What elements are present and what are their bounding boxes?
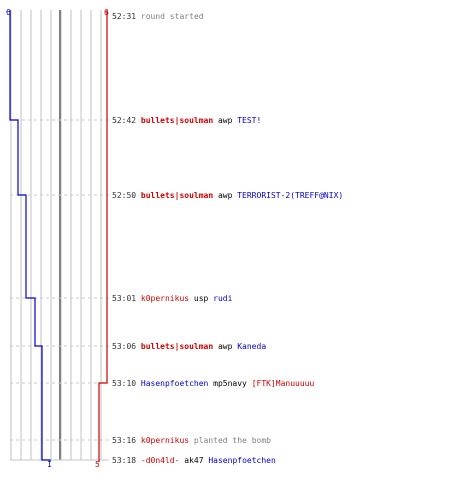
- event-actor: round started: [141, 12, 204, 21]
- event-row: 53:10 Hasenpfoetchen mp5navy [FTK]Manuuu…: [112, 379, 314, 388]
- event-actor: bullets|soulman: [141, 342, 218, 351]
- event-action: awp: [218, 342, 237, 351]
- team-count-lines: [9, 10, 108, 462]
- event-actor: k0pernikus: [141, 294, 194, 303]
- event-row: 53:01 k0pernikus usp rudi: [112, 294, 233, 303]
- event-action: awp: [218, 116, 237, 125]
- event-row: 52:42 bullets|soulman awp TEST!: [112, 116, 261, 125]
- event-time: 53:10: [112, 379, 141, 388]
- event-target: Hasenpfoetchen: [208, 456, 276, 465]
- event-time: 52:50: [112, 191, 141, 200]
- red-team-count-line: [98, 10, 108, 462]
- blue-team-count-line: [9, 10, 51, 462]
- event-row: 52:50 bullets|soulman awp TERRORIST-2(TR…: [112, 191, 343, 200]
- event-dash-lines: [10, 119, 109, 461]
- red-bottom-count-label: 5: [95, 460, 100, 469]
- event-time: 53:18: [112, 456, 141, 465]
- event-target: [FTK]Manuuuuu: [252, 379, 315, 388]
- blue-bottom-count-label: 1: [47, 460, 52, 469]
- event-time: 52:42: [112, 116, 141, 125]
- event-actor: -d0n4ld-: [141, 456, 184, 465]
- event-action: mp5navy: [213, 379, 252, 388]
- event-time: 52:31: [112, 12, 141, 21]
- event-time: 53:06: [112, 342, 141, 351]
- event-actor: k0pernikus: [141, 436, 194, 445]
- event-target: TEST!: [237, 116, 261, 125]
- event-actor: bullets|soulman: [141, 116, 218, 125]
- event-row: 53:16 k0pernikus planted the bomb: [112, 436, 271, 445]
- event-actor: bullets|soulman: [141, 191, 218, 200]
- event-action: planted the bomb: [194, 436, 271, 445]
- event-target: Kaneda: [237, 342, 266, 351]
- event-action: ak47: [184, 456, 208, 465]
- event-actor: Hasenpfoetchen: [141, 379, 213, 388]
- event-action: awp: [218, 191, 237, 200]
- event-target: TERRORIST-2(TREFF@NIX): [237, 191, 343, 200]
- red-top-count-label: 6: [104, 8, 109, 17]
- blue-top-count-label: 6: [6, 8, 11, 17]
- event-target: rudi: [213, 294, 232, 303]
- event-time: 53:16: [112, 436, 141, 445]
- event-action: usp: [194, 294, 213, 303]
- timeline-grid: [10, 10, 107, 461]
- event-row: 53:18 -d0n4ld- ak47 Hasenpfoetchen: [112, 456, 276, 465]
- event-row: 53:06 bullets|soulman awp Kaneda: [112, 342, 266, 351]
- event-row: 52:31 round started: [112, 12, 204, 21]
- team-count-labels: 6 6 1 5: [6, 8, 109, 469]
- event-time: 53:01: [112, 294, 141, 303]
- event-log: 52:31 round started 52:42 bullets|soulman…: [112, 12, 343, 465]
